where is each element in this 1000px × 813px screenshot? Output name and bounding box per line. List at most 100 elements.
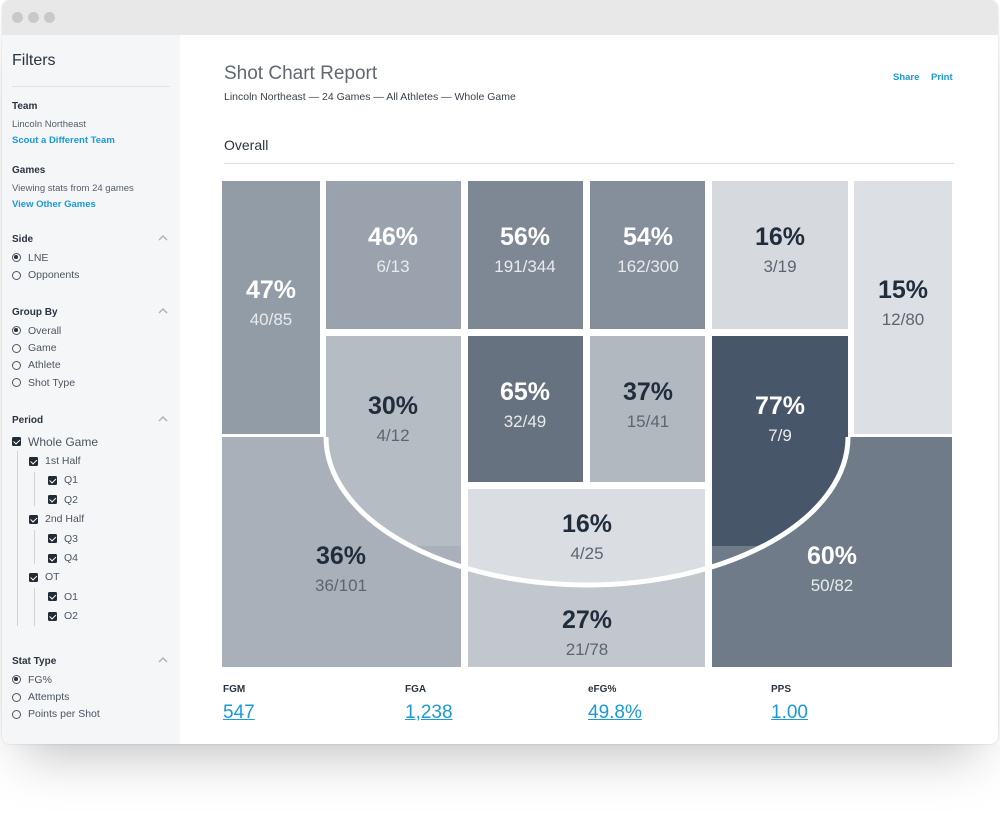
stat-efg: eFG% 49.8% (588, 684, 642, 724)
radio-icon[interactable] (12, 360, 21, 370)
radio-icon[interactable] (12, 709, 21, 719)
window-close-button[interactable] (12, 12, 23, 23)
radio-icon[interactable] (12, 326, 21, 336)
zone-made-attempts: 3/19 (763, 257, 796, 276)
period-checkbox[interactable]: OT (12, 568, 170, 587)
zone-percentage: 65% (500, 378, 550, 406)
stat-value-link[interactable]: 1,238 (405, 702, 453, 723)
radio-option[interactable]: LNE (12, 249, 170, 266)
zone-paint-left[interactable] (468, 336, 583, 482)
checkbox-icon[interactable] (29, 572, 38, 582)
radio-option[interactable]: Opponents (12, 266, 170, 283)
stat-value-link[interactable]: 49.8% (588, 702, 642, 723)
zone-made-attempts: 6/13 (376, 257, 409, 276)
zone-paint-right[interactable] (590, 336, 705, 482)
zone-percentage: 77% (755, 392, 805, 420)
zone-made-attempts: 50/82 (811, 576, 854, 595)
share-link[interactable]: Share (893, 72, 920, 83)
stat-fga: FGA 1,238 (405, 684, 453, 724)
zone-made-attempts: 40/85 (250, 310, 293, 329)
checkbox-icon[interactable] (29, 514, 38, 524)
radio-option[interactable]: Shot Type (12, 374, 170, 391)
period-checkbox[interactable]: O1 (12, 587, 170, 606)
checkbox-icon[interactable] (29, 456, 38, 466)
view-other-games-link[interactable]: View Other Games (12, 199, 96, 210)
zone-made-attempts: 7/9 (768, 426, 792, 445)
radio-option[interactable]: Points per Shot (12, 706, 170, 723)
radio-icon[interactable] (12, 253, 21, 263)
zone-percentage: 36% (316, 542, 366, 570)
option-label: Game (28, 342, 57, 355)
radio-icon[interactable] (12, 378, 21, 388)
checkbox-icon[interactable] (48, 611, 57, 621)
radio-option[interactable]: FG% (12, 671, 170, 688)
zone-percentage: 16% (562, 510, 612, 538)
radio-option[interactable]: Attempts (12, 688, 170, 705)
radio-icon[interactable] (12, 675, 21, 685)
option-label: Attempts (28, 691, 70, 704)
stat-label: FGM (223, 684, 246, 695)
app-window: Filters Team Lincoln Northeast Scout a D… (2, 0, 998, 744)
zone-percentage: 46% (368, 223, 418, 251)
period-checkbox[interactable]: Q3 (12, 529, 170, 548)
collapse-chevron-icon[interactable] (158, 233, 168, 243)
checkbox-label: 1st Half (45, 455, 81, 468)
stat-value-link[interactable]: 547 (223, 702, 255, 723)
radio-option[interactable]: Game (12, 339, 170, 356)
radio-option[interactable]: Athlete (12, 357, 170, 374)
window-minimize-button[interactable] (28, 12, 39, 23)
zone-percentage: 30% (368, 392, 418, 420)
side-heading: Side (12, 234, 34, 245)
radio-icon[interactable] (12, 343, 21, 353)
checkbox-label: 2nd Half (45, 513, 85, 526)
radio-option[interactable]: Overall (12, 322, 170, 339)
zone-made-attempts: 4/12 (376, 426, 409, 445)
zone-top-left-center[interactable] (468, 181, 583, 329)
period-checkbox[interactable]: 2nd Half (12, 510, 170, 529)
checkbox-label: Q1 (64, 474, 79, 487)
report-subtitle: Lincoln Northeast — 24 Games — All Athle… (224, 91, 516, 103)
zone-made-attempts: 12/80 (882, 310, 925, 329)
period-checkbox[interactable]: O2 (12, 607, 170, 626)
checkbox-icon[interactable] (48, 475, 57, 485)
zone-percentage: 60% (807, 542, 857, 570)
checkbox-icon[interactable] (48, 592, 57, 602)
team-name: Lincoln Northeast (12, 119, 86, 130)
period-checkbox[interactable]: Q2 (12, 490, 170, 509)
collapse-chevron-icon[interactable] (158, 414, 168, 424)
title-bar (2, 0, 998, 35)
checkbox-icon[interactable] (48, 534, 57, 544)
team-heading: Team (12, 101, 38, 112)
zone-left-corner-3[interactable] (222, 181, 320, 434)
zone-top-key[interactable] (468, 489, 705, 667)
collapse-chevron-icon[interactable] (158, 655, 168, 665)
window-maximize-button[interactable] (44, 12, 55, 23)
collapse-chevron-icon[interactable] (158, 306, 168, 316)
radio-icon[interactable] (12, 270, 21, 280)
zone-percentage: 27% (562, 606, 612, 634)
scout-different-team-link[interactable]: Scout a Different Team (12, 135, 115, 146)
zone-percentage: 16% (755, 223, 805, 251)
stat-value-link[interactable]: 1.00 (771, 702, 808, 723)
group-by-heading: Group By (12, 307, 58, 318)
checkbox-icon[interactable] (12, 437, 21, 447)
zone-made-attempts: 191/344 (494, 257, 555, 276)
period-checkbox[interactable]: Q1 (12, 471, 170, 490)
report-main: Shot Chart Report Lincoln Northeast — 24… (180, 35, 998, 744)
zone-right-corner-3[interactable] (854, 181, 952, 434)
zone-made-attempts: 36/101 (315, 576, 367, 595)
period-checkbox[interactable]: Whole Game (12, 432, 170, 451)
period-heading: Period (12, 415, 44, 426)
checkbox-icon[interactable] (48, 553, 57, 563)
checkbox-icon[interactable] (48, 495, 57, 505)
print-link[interactable]: Print (931, 72, 953, 83)
radio-icon[interactable] (12, 692, 21, 702)
period-checkbox[interactable]: 1st Half (12, 451, 170, 470)
zone-left-wing-mid-top[interactable] (326, 181, 461, 329)
period-section: Period Whole Game 1st Half Q1 Q2 2nd Half Q3 Q… (12, 415, 170, 626)
option-label: LNE (28, 251, 49, 264)
zone-right-wing-mid-top[interactable] (712, 181, 848, 329)
period-checkbox[interactable]: Q4 (12, 548, 170, 567)
games-section: Games Viewing stats from 24 games View O… (12, 165, 170, 210)
zone-top-right-center[interactable] (590, 181, 705, 329)
